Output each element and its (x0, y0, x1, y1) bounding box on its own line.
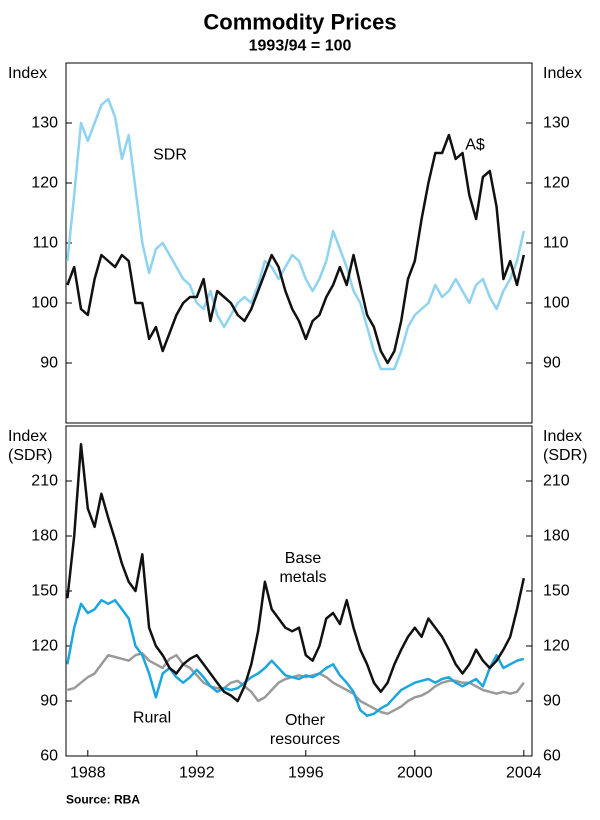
y-axis-label: Index (SDR) (543, 428, 588, 464)
y-tick-label: 210 (31, 472, 58, 490)
series-line (66, 97, 526, 371)
series-label: Base metals (279, 550, 327, 586)
y-tick-label: 90 (543, 692, 561, 710)
y-tick-label: 180 (31, 527, 58, 545)
y-tick-label: 130 (543, 114, 570, 132)
y-tick-label: 150 (543, 582, 570, 600)
y-tick-label: 90 (40, 354, 58, 372)
y-tick-label: 120 (543, 174, 570, 192)
y-axis-label: Index (SDR) (8, 428, 53, 464)
series-label: A$ (465, 136, 485, 154)
y-axis-label: Index (543, 65, 583, 82)
y-tick-label: 120 (31, 174, 58, 192)
y-tick-label: 180 (543, 527, 570, 545)
y-tick-label: 60 (40, 747, 58, 765)
plot-frame (65, 62, 533, 424)
y-axis-label: Index (8, 65, 48, 82)
y-tick-label: 110 (32, 234, 58, 252)
y-tick-label: 100 (31, 294, 58, 312)
series-label: Other resources (269, 712, 341, 748)
series-line (66, 598, 525, 717)
x-tick-label: 2000 (397, 764, 433, 782)
series-label: SDR (153, 146, 187, 164)
source: Source: RBA (66, 792, 141, 807)
x-tick-label: 1996 (288, 764, 324, 782)
y-tick-label: 90 (40, 692, 58, 710)
series-line (66, 443, 526, 703)
y-tick-label: 150 (31, 582, 58, 600)
y-tick-label: 120 (31, 637, 58, 655)
y-tick-label: 110 (543, 234, 569, 252)
y-tick-label: 130 (31, 114, 58, 132)
x-tick-label: 1988 (70, 764, 106, 782)
series-line (66, 133, 526, 365)
chart-subtitle: 1993/94 = 100 (248, 37, 352, 55)
series-label: Rural (132, 709, 172, 727)
y-tick-label: 210 (543, 472, 570, 490)
x-tick-label: 1992 (179, 764, 215, 782)
y-tick-label: 60 (543, 747, 561, 765)
x-tick-label: 2004 (506, 764, 542, 782)
y-tick-label: 90 (543, 354, 561, 372)
chart-title: Commodity Prices (203, 9, 397, 35)
series-line (67, 652, 525, 716)
y-tick-label: 120 (543, 637, 570, 655)
y-tick-label: 100 (543, 294, 570, 312)
